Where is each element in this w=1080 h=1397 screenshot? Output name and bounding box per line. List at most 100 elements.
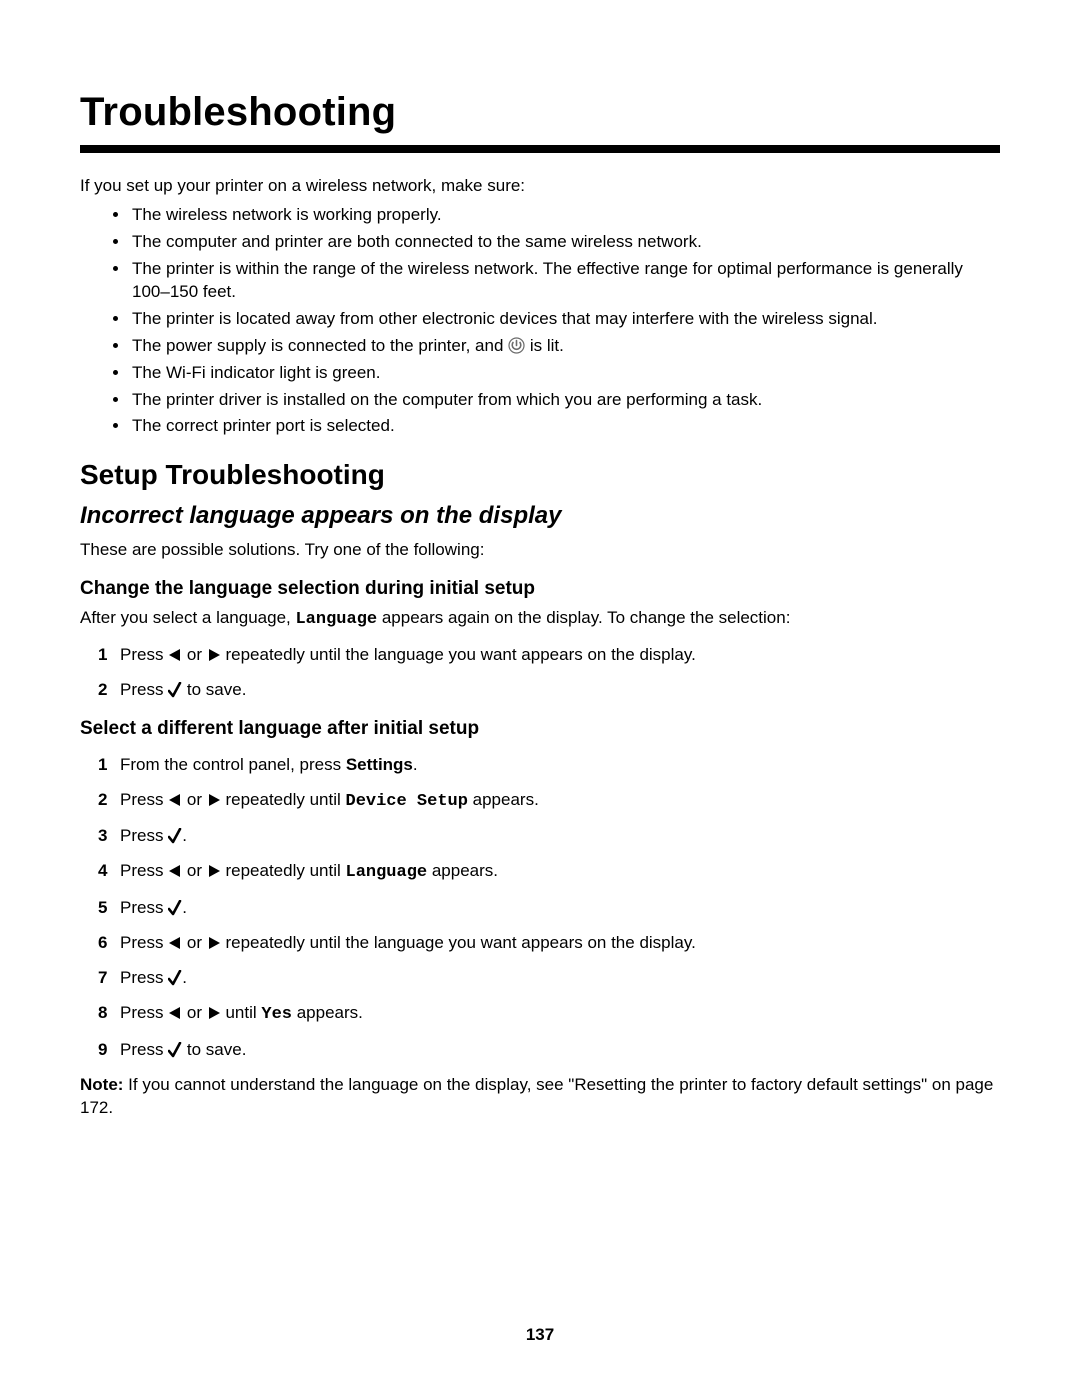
document-page: Troubleshooting If you set up your print… [0,0,1080,1397]
text-fragment: until [221,1003,262,1022]
block2-heading: Select a different language after initia… [80,716,1000,742]
text-fragment: appears again on the display. To change … [377,608,790,627]
check-icon [168,825,182,848]
text-fragment: . [182,968,187,987]
step-item: 8 Press or until Yes appears. [98,1002,1000,1027]
step-number: 4 [98,860,107,883]
step-number: 9 [98,1039,107,1062]
text-fragment: Press [120,1003,168,1022]
block1-after-text: After you select a language, Language ap… [80,607,1000,632]
text-fragment: to save. [182,1040,246,1059]
text-fragment: or [182,861,207,880]
bullet-item: The printer driver is installed on the c… [130,389,1000,412]
text-fragment: The power supply is connected to the pri… [132,336,508,355]
text-fragment: . [182,826,187,845]
step-number: 6 [98,932,107,955]
note-label: Note: [80,1075,123,1094]
step-item: 6 Press or repeatedly until the language … [98,932,1000,955]
intro-bullets: The wireless network is working properly… [80,204,1000,438]
steps-list-2: 1 From the control panel, press Settings.… [80,754,1000,1062]
text-fragment: or [182,645,207,664]
check-icon [168,897,182,920]
mono-text: Language [295,610,377,629]
step-number: 2 [98,789,107,812]
page-number: 137 [0,1324,1080,1347]
left-arrow-icon [168,644,182,667]
step-item: 4 Press or repeatedly until Language appe… [98,860,1000,885]
right-arrow-icon [207,932,221,955]
check-icon [168,1039,182,1062]
step-number: 5 [98,897,107,920]
bullet-item: The Wi-Fi indicator light is green. [130,362,1000,385]
text-fragment: Press [120,826,168,845]
step-item: 2 Press to save. [98,679,1000,702]
step-item: 9 Press to save. [98,1039,1000,1062]
subsection-heading: Incorrect language appears on the displa… [80,500,1000,532]
step-item: 2Press or repeatedly until Device Setup … [98,789,1000,814]
text-fragment: Press [120,898,168,917]
text-fragment: or [182,790,207,809]
steps-list-1: 1 Press or repeatedly until the language … [80,644,1000,702]
step-item: 3 Press . [98,825,1000,848]
check-icon [168,679,182,702]
block1-heading: Change the language selection during ini… [80,576,1000,602]
left-arrow-icon [168,860,182,883]
check-icon [168,967,182,990]
mono-text: Language [346,863,428,882]
step-number: 1 [98,644,107,667]
left-arrow-icon [168,932,182,955]
step-number: 7 [98,967,107,990]
text-fragment: Press [120,933,168,952]
step-number: 1 [98,754,107,777]
note-text: Note: If you cannot understand the langu… [80,1074,1000,1120]
bullet-item: The power supply is connected to the pri… [130,335,1000,358]
left-arrow-icon [168,789,182,812]
power-icon [508,335,525,358]
text-fragment: Press [120,645,168,664]
bullet-item: The wireless network is working properly… [130,204,1000,227]
bullet-item: The computer and printer are both connec… [130,231,1000,254]
note-body: If you cannot understand the language on… [80,1075,993,1117]
section-heading: Setup Troubleshooting [80,456,1000,494]
text-fragment: or [182,933,207,952]
text-fragment: From the control panel, press [120,755,346,774]
text-fragment: appears. [427,861,498,880]
text-fragment: Press [120,790,168,809]
step-item: 1 Press or repeatedly until the language … [98,644,1000,667]
title-rule [80,145,1000,153]
text-fragment: appears. [468,790,539,809]
right-arrow-icon [207,789,221,812]
mono-text: Yes [261,1005,292,1024]
right-arrow-icon [207,860,221,883]
step-item: 1 From the control panel, press Settings. [98,754,1000,777]
bullet-item: The printer is within the range of the w… [130,258,1000,304]
step-item: 5 Press . [98,897,1000,920]
right-arrow-icon [207,1002,221,1025]
text-fragment: . [413,755,418,774]
intro-text: If you set up your printer on a wireless… [80,175,1000,198]
text-fragment: After you select a language, [80,608,295,627]
text-fragment: Press [120,861,168,880]
step-item: 7 Press . [98,967,1000,990]
bullet-item: The printer is located away from other e… [130,308,1000,331]
step-number: 2 [98,679,107,702]
text-fragment: Press [120,968,168,987]
text-fragment: . [182,898,187,917]
text-fragment: Press [120,680,168,699]
bold-text: Settings [346,755,413,774]
text-fragment: appears. [292,1003,363,1022]
text-fragment: to save. [182,680,246,699]
text-fragment: Press [120,1040,168,1059]
right-arrow-icon [207,644,221,667]
text-fragment: repeatedly until [221,790,346,809]
possible-solutions-text: These are possible solutions. Try one of… [80,539,1000,562]
mono-text: Device Setup [346,792,468,811]
step-number: 8 [98,1002,107,1025]
text-fragment: repeatedly until the language you want a… [221,933,696,952]
text-fragment: is lit. [525,336,564,355]
step-number: 3 [98,825,107,848]
text-fragment: repeatedly until the language you want a… [221,645,696,664]
text-fragment: or [182,1003,207,1022]
left-arrow-icon [168,1002,182,1025]
text-fragment: repeatedly until [221,861,346,880]
